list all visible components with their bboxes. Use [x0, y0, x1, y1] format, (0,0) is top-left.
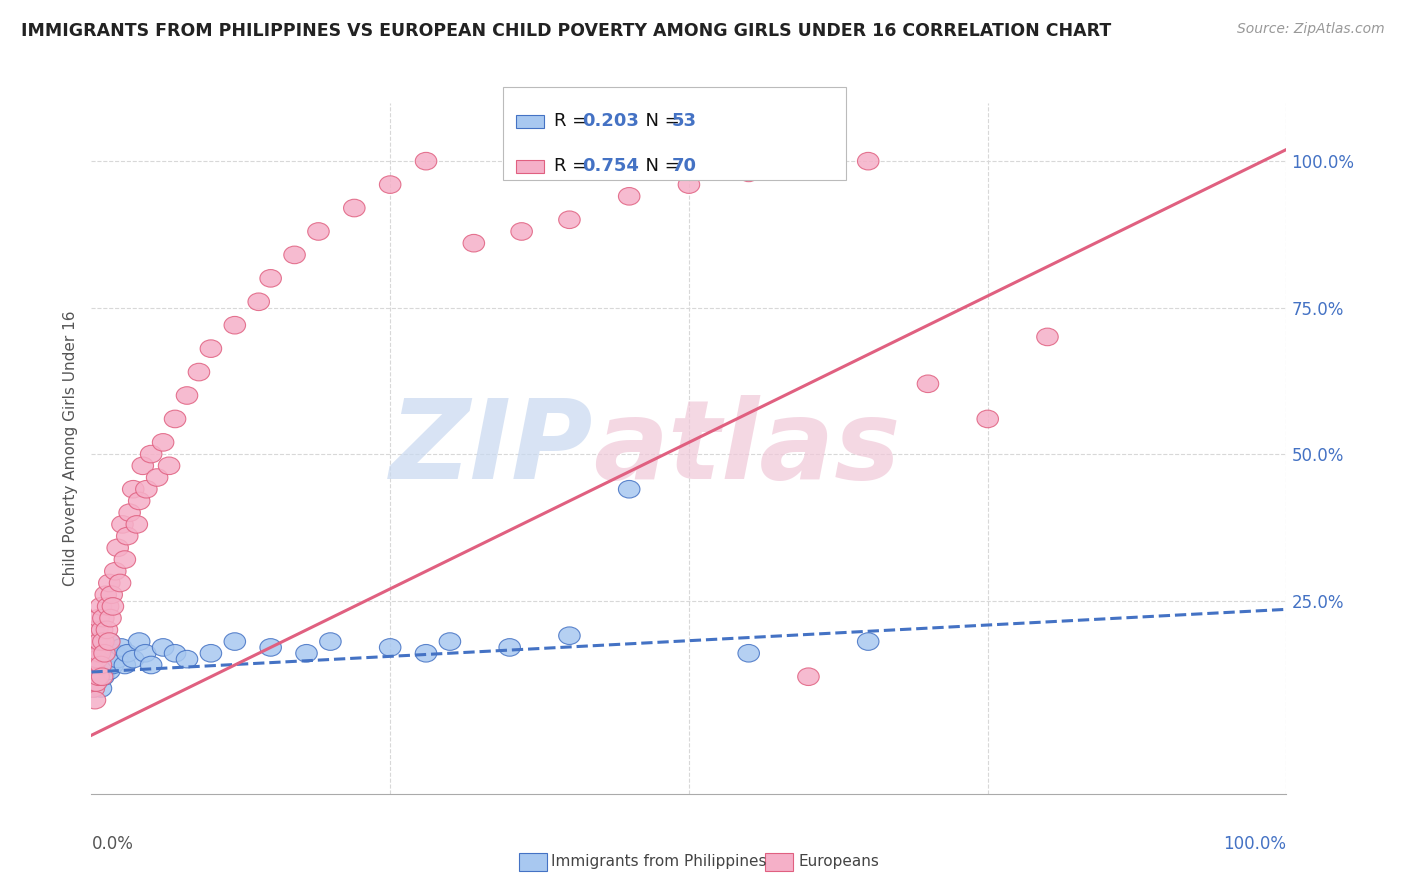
Text: N =: N =	[634, 112, 686, 130]
Text: ZIP: ZIP	[389, 395, 593, 501]
Text: Europeans: Europeans	[799, 855, 880, 869]
Text: 100.0%: 100.0%	[1223, 835, 1286, 854]
Text: atlas: atlas	[593, 395, 901, 501]
Text: 0.0%: 0.0%	[91, 835, 134, 854]
Text: 70: 70	[672, 157, 697, 175]
Text: Source: ZipAtlas.com: Source: ZipAtlas.com	[1237, 22, 1385, 37]
Text: R =: R =	[554, 112, 593, 130]
Y-axis label: Child Poverty Among Girls Under 16: Child Poverty Among Girls Under 16	[62, 310, 77, 586]
Text: Immigrants from Philippines: Immigrants from Philippines	[551, 855, 766, 869]
Text: R =: R =	[554, 157, 593, 175]
Text: 53: 53	[672, 112, 697, 130]
Text: 0.203: 0.203	[582, 112, 638, 130]
Text: N =: N =	[634, 157, 686, 175]
Text: 0.754: 0.754	[582, 157, 638, 175]
Text: IMMIGRANTS FROM PHILIPPINES VS EUROPEAN CHILD POVERTY AMONG GIRLS UNDER 16 CORRE: IMMIGRANTS FROM PHILIPPINES VS EUROPEAN …	[21, 22, 1111, 40]
